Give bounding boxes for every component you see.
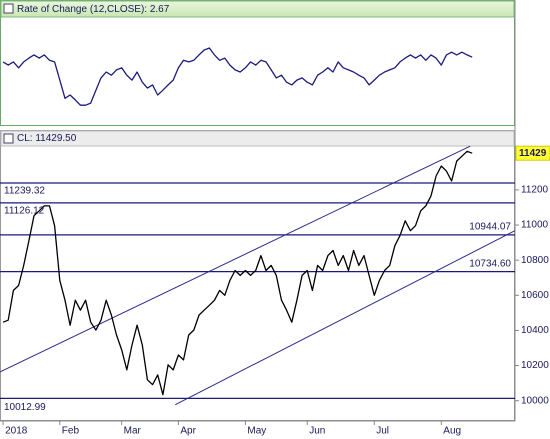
- y-tick-label: 11000: [521, 220, 549, 231]
- y-tick-label: 10200: [521, 360, 549, 371]
- x-tick-label: Mar: [124, 426, 142, 437]
- data-line: [2, 47, 473, 106]
- y-tick-label: 10600: [521, 290, 549, 301]
- x-tick-label: Apr: [180, 426, 196, 437]
- last-value-label: 11429: [519, 148, 547, 159]
- panel-icon: [3, 3, 14, 14]
- level-label: 10944.07: [469, 222, 511, 233]
- price-header: [0, 130, 515, 147]
- panel-icon: [3, 133, 14, 144]
- channel-line: [175, 230, 516, 406]
- level-label: 11126.12: [4, 206, 45, 217]
- channel-line: [0, 145, 471, 373]
- x-tick-label: 2018: [5, 426, 28, 437]
- level-label: 10012.99: [4, 402, 46, 413]
- x-tick-label: Feb: [62, 426, 80, 437]
- level-label: 11239.32: [4, 186, 45, 197]
- data-line: [2, 150, 473, 396]
- y-tick-label: 10400: [521, 325, 549, 336]
- x-tick-label: May: [247, 426, 266, 437]
- y-tick-label: 10800: [521, 255, 549, 266]
- last-value-box: [515, 145, 550, 161]
- roc-title: Rate of Change (12,CLOSE): 2.67: [17, 4, 170, 15]
- y-tick-label: 11200: [521, 185, 549, 196]
- price-title: CL: 11429.50: [17, 133, 77, 144]
- x-tick-label: Jun: [309, 426, 325, 437]
- roc-header: [0, 0, 515, 18]
- y-tick-label: 10000: [521, 395, 549, 406]
- x-tick-label: Jul: [376, 426, 389, 437]
- x-tick-label: Aug: [443, 426, 461, 437]
- level-label: 10734.60: [469, 258, 511, 269]
